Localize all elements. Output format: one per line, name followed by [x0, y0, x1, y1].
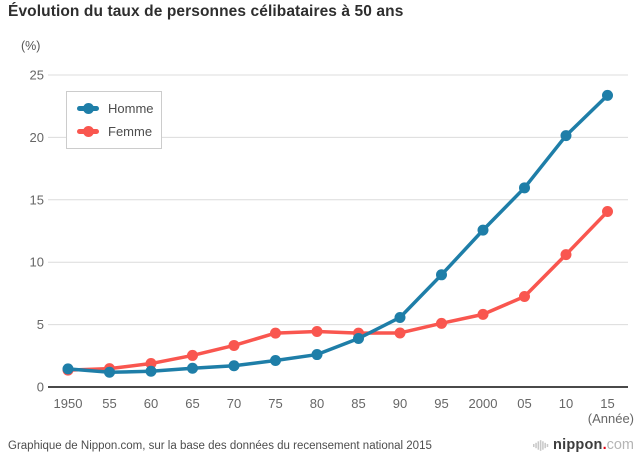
- series-line-femme: [66, 209, 610, 372]
- x-tick-label: 10: [559, 396, 573, 411]
- data-point-femme-75: [270, 327, 281, 339]
- data-point-femme-95: [436, 317, 447, 329]
- data-point-homme-05: [519, 182, 530, 194]
- legend-dot-femme-icon: [82, 126, 94, 137]
- data-point-femme-65: [187, 349, 198, 361]
- logo-text-com: com: [606, 437, 634, 453]
- data-point-homme-95: [436, 269, 447, 281]
- data-point-femme-10: [560, 249, 572, 261]
- data-point-homme-75: [270, 355, 281, 367]
- nippon-logo-text: nippon.com: [553, 436, 634, 454]
- y-axis-unit-label: (%): [21, 39, 41, 53]
- x-tick-label: 2000: [469, 396, 498, 411]
- x-tick-label: 05: [517, 396, 531, 411]
- y-tick-label: 15: [30, 192, 44, 207]
- data-point-femme-05: [519, 291, 530, 303]
- y-tick-label: 25: [30, 68, 44, 83]
- data-point-homme-15: [602, 89, 613, 101]
- logo-text-nippon: nippon: [553, 437, 603, 453]
- legend-item-femme: Femme: [77, 124, 153, 139]
- data-point-homme-1950: [62, 363, 74, 375]
- nippon-logo: nippon.com: [533, 436, 634, 454]
- data-point-homme-70: [228, 360, 240, 372]
- x-tick-label: 80: [310, 396, 324, 411]
- x-tick-label: 15: [600, 396, 614, 411]
- x-tick-label: 60: [144, 396, 158, 411]
- x-tick-label: 65: [185, 396, 199, 411]
- equalizer-bars-icon: [533, 439, 549, 451]
- data-point-homme-55: [104, 366, 115, 378]
- data-point-homme-60: [145, 365, 157, 377]
- x-tick-label: 70: [227, 396, 241, 411]
- logo-text-dot: .: [602, 437, 607, 453]
- y-tick-label: 10: [30, 255, 44, 270]
- data-point-femme-2000: [477, 308, 489, 320]
- data-point-homme-90: [394, 311, 406, 323]
- y-tick-label: 0: [37, 380, 44, 395]
- data-point-homme-80: [311, 349, 323, 361]
- data-point-homme-85: [353, 332, 364, 344]
- legend-marker-homme-icon: [77, 103, 99, 114]
- x-axis-unit-label: (Année): [588, 411, 634, 426]
- chart-legend: Homme Femme: [66, 91, 162, 149]
- x-tick-label: 85: [351, 396, 365, 411]
- data-point-femme-70: [228, 339, 240, 351]
- data-point-femme-15: [602, 206, 613, 218]
- series-line-homme: [66, 93, 610, 375]
- y-tick-label: 5: [37, 317, 44, 332]
- nippon-logo-icon: [533, 438, 549, 453]
- data-point-homme-2000: [477, 224, 489, 236]
- data-point-femme-60: [145, 358, 157, 370]
- legend-label-homme: Homme: [108, 101, 154, 116]
- legend-marker-femme-icon: [77, 126, 99, 137]
- x-tick-label: 55: [102, 396, 116, 411]
- data-point-homme-10: [560, 130, 572, 142]
- data-point-femme-90: [394, 327, 406, 339]
- x-tick-label: 75: [268, 396, 282, 411]
- data-point-femme-80: [311, 325, 323, 337]
- x-tick-label: 95: [434, 396, 448, 411]
- x-tick-label: 1950: [54, 396, 83, 411]
- y-tick-label: 20: [30, 130, 44, 145]
- legend-label-femme: Femme: [108, 124, 153, 139]
- chart-title: Évolution du taux de personnes célibatai…: [8, 3, 404, 20]
- source-caption: Graphique de Nippon.com, sur la base des…: [8, 440, 432, 452]
- x-tick-label: 90: [393, 396, 407, 411]
- legend-item-homme: Homme: [77, 101, 154, 116]
- legend-dot-homme-icon: [82, 103, 94, 114]
- data-point-homme-65: [187, 362, 198, 374]
